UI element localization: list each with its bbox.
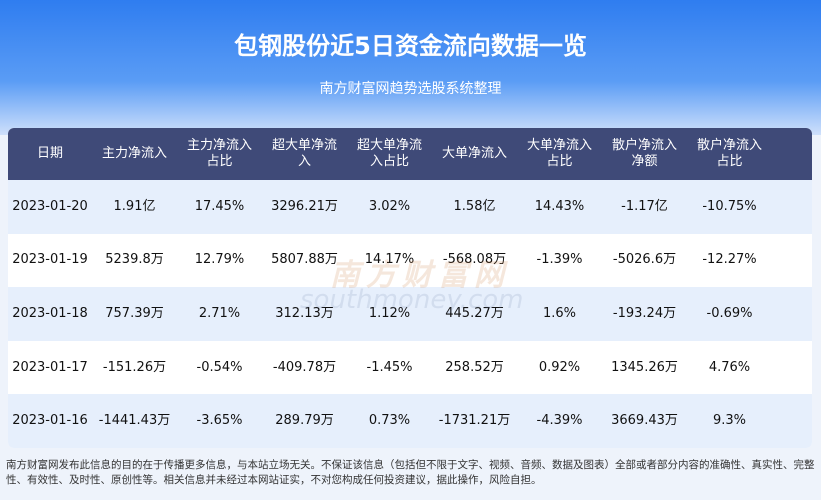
table: 日期 主力净流入 主力净流入 占比 超大单净流 入超大单净流 入占比 大单净流入 大单净流… (8, 128, 812, 448)
value-cell: -409.78万 (272, 359, 337, 375)
value-cell: 0.92% (538, 359, 581, 375)
value-cell: -10.75% (702, 198, 757, 214)
value-cell: -1.45% (366, 359, 413, 375)
value-cell: 5239.8万 (105, 252, 164, 268)
date-cell: 2023-01-16 (12, 413, 88, 429)
value-cell: -4.39% (536, 413, 583, 429)
value-cell: 445.27万 (445, 305, 504, 321)
value-cell: -3.65% (196, 413, 243, 429)
value-cell: 9.3% (712, 413, 747, 429)
value-cell: 2.71% (198, 305, 241, 321)
value-cell: -0.69% (706, 305, 753, 321)
value-cell: -12.27% (702, 252, 757, 268)
value-cell: 5807.88万 (271, 252, 338, 268)
title: 包钢股份近5日资金流向数据一览 (234, 32, 587, 60)
table-row: 2023-01-17 -151.26万 -0.54% -409.78万 -1.45% 25… (8, 340, 812, 395)
value-cell: 1.6% (542, 305, 577, 321)
value-cell: 0.73% (368, 413, 411, 429)
value-cell: -193.24万 (612, 305, 677, 321)
value-cell: 12.79% (194, 252, 245, 268)
value-cell: 258.52万 (445, 359, 504, 375)
value-cell: 312.13万 (275, 305, 334, 321)
watermark-name: 南方财富网 (330, 258, 510, 293)
date-cell: 2023-01-19 (12, 252, 88, 268)
value-cell: -1441.43万 (98, 413, 171, 429)
table-row: 2023-01-16 -1441.43万 -3.65% 289.79万 0.73% -17… (8, 394, 812, 448)
value-cell: 14.17% (364, 252, 415, 268)
subtitle: 南方财富网趋势选股系统整理 (319, 81, 502, 97)
column-header: 大单净流入 占比 (526, 138, 592, 169)
header-row: 日期 主力净流入 主力净流入 占比 超大单净流 入超大单净流 入占比 大单净流入 大单净流… (8, 128, 812, 180)
table-row: 2023-01-18 757.39万 2.71% 312.13万 1.12% 445.27… (8, 287, 812, 341)
value-cell: -1731.21万 (438, 413, 511, 429)
disclaimer: 南方财富网发布此信息的目的在于传播更多信息，与本站立场无关。不保证该信息（包括但… (6, 459, 815, 486)
value-cell: 1.91亿 (113, 198, 156, 214)
date-cell: 2023-01-17 (12, 359, 88, 375)
value-cell: -5026.6万 (612, 252, 677, 268)
column-header: 散户净流入 占比 (696, 138, 762, 169)
date-cell: 2023-01-20 (12, 198, 88, 214)
value-cell: 3669.43万 (611, 413, 678, 429)
watermark-url: southmoney.com (300, 285, 524, 315)
value-cell: -0.54% (196, 359, 243, 375)
value-cell: 17.45% (194, 198, 245, 214)
value-cell: -568.08万 (442, 252, 507, 268)
value-cell: 14.43% (534, 198, 585, 214)
column-header: 超大单净流 入占比 (356, 138, 422, 169)
value-cell: 289.79万 (275, 413, 334, 429)
table-row: 2023-01-19 5239.8万 12.79% 5807.88万 14.17% -56… (8, 233, 812, 288)
value-cell: -1.17亿 (621, 198, 668, 214)
header-banner: 包钢股份近5日资金流向数据一览 南方财富网趋势选股系统整理 (0, 0, 821, 135)
value-cell: -1.39% (536, 252, 583, 268)
value-cell: 1345.26万 (611, 359, 678, 375)
column-header: 日期 (36, 146, 63, 161)
value-cell: 4.76% (708, 359, 751, 375)
date-cell: 2023-01-18 (12, 305, 88, 321)
value-cell: 757.39万 (105, 305, 164, 321)
value-cell: -151.26万 (102, 359, 167, 375)
table-row: 2023-01-20 1.91亿 17.45% 3296.21万 3.02% 1.58亿 1… (8, 180, 812, 234)
value-cell: 1.58亿 (453, 198, 496, 214)
value-cell: 1.12% (368, 305, 411, 321)
column-header: 散户净流入 净额 (611, 138, 677, 169)
column-header: 主力净流入 (101, 146, 167, 161)
column-header: 主力净流入 占比 (186, 138, 252, 169)
value-cell: 3.02% (368, 198, 411, 214)
column-header: 超大单净流 入 (271, 138, 337, 169)
value-cell: 3296.21万 (271, 198, 338, 214)
column-header: 大单净流入 (441, 146, 507, 161)
